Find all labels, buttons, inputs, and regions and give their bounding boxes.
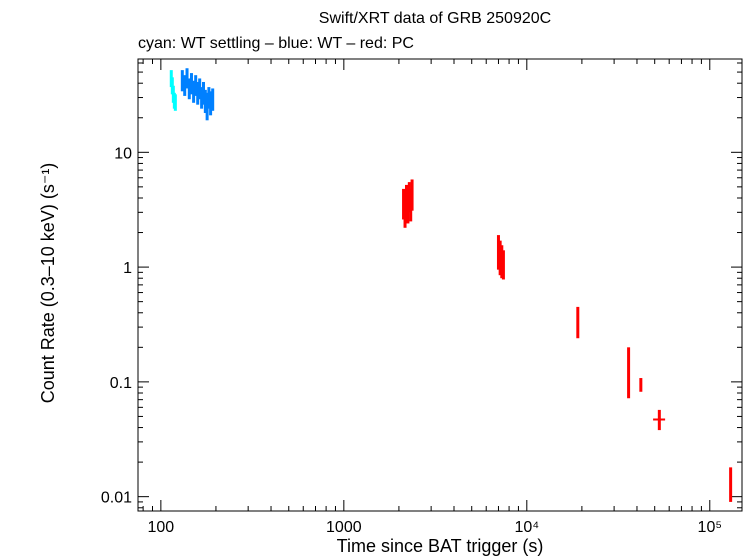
- x-tick-label: 100: [148, 519, 175, 536]
- y-tick-labels: 0.01 0.1 1 10: [101, 145, 132, 506]
- y-tick-label: 0.1: [110, 375, 132, 392]
- y-tick-label: 0.01: [101, 490, 132, 507]
- data-points: [169, 68, 733, 502]
- y-tick-label: 10: [114, 145, 132, 162]
- plot-frame: [137, 58, 743, 512]
- x-tick-label: 10⁵: [698, 519, 722, 536]
- y-tick-label: 1: [123, 260, 132, 277]
- x-tick-label: 10⁴: [514, 519, 539, 536]
- x-tick-label: 1000: [326, 519, 362, 536]
- y-axis-label: Count Rate (0.3–10 keV) (s⁻¹): [38, 163, 58, 404]
- x-axis-label: Time since BAT trigger (s): [337, 536, 544, 556]
- axis-ticks: [138, 59, 742, 511]
- chart-title: Swift/XRT data of GRB 250920C: [319, 10, 551, 27]
- chart-subtitle: cyan: WT settling – blue: WT – red: PC: [138, 35, 414, 52]
- x-tick-labels: 100 1000 10⁴ 10⁵: [148, 519, 722, 536]
